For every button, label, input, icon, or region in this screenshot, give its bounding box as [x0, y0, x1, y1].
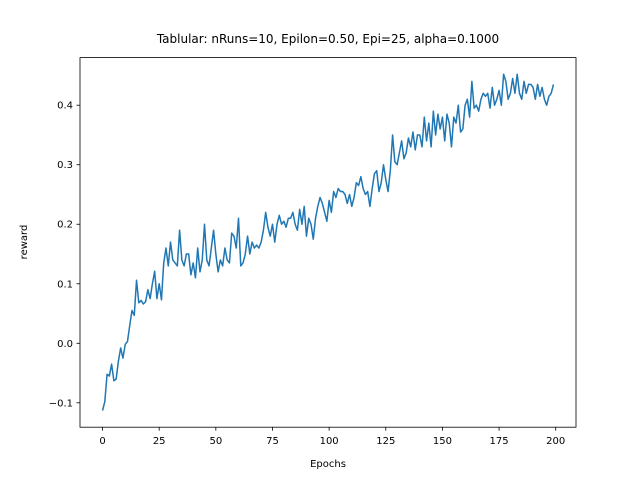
y-tick-label: −0.1: [49, 398, 73, 409]
x-tick-label: 75: [266, 436, 279, 447]
plot-frame: [79, 57, 577, 428]
x-tick-label: 0: [99, 436, 105, 447]
chart-title: Tablular: nRuns=10, Epilon=0.50, Epi=25,…: [156, 32, 499, 46]
y-tick-label: 0.1: [57, 279, 73, 290]
x-tick-label: 150: [433, 436, 452, 447]
x-tick-label: 125: [376, 436, 395, 447]
y-tick-label: 0.0: [57, 339, 73, 350]
y-tick-label: 0.4: [57, 101, 73, 112]
x-tick-label: 100: [320, 436, 339, 447]
x-tick-label: 200: [546, 436, 565, 447]
x-tick-label: 175: [490, 436, 509, 447]
y-axis-label: reward: [19, 225, 30, 260]
y-tick-label: 0.3: [57, 160, 73, 171]
x-tick-label: 25: [153, 436, 166, 447]
x-tick-label: 50: [209, 436, 222, 447]
y-tick-label: 0.2: [57, 220, 73, 231]
data-line: [101, 73, 555, 411]
x-axis-label: Epochs: [310, 459, 346, 470]
